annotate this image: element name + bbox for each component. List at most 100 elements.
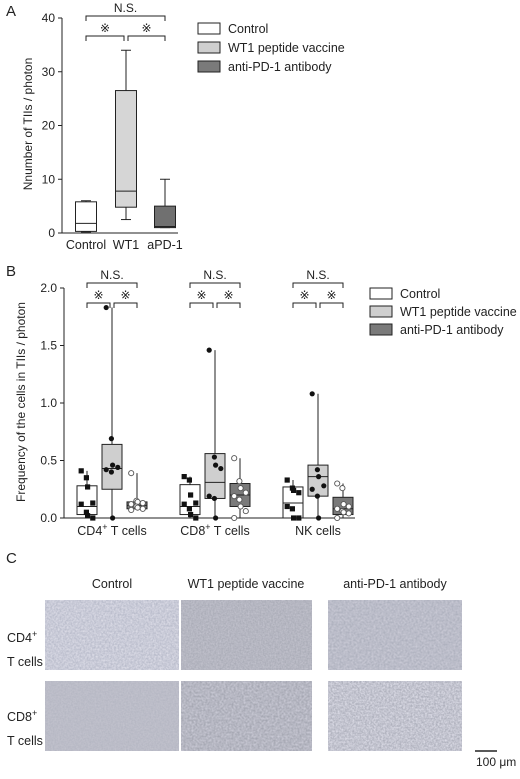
panel-b-g0-b0-point-4 — [78, 501, 84, 507]
panel-b-g2-sig-label-0: ※ — [299, 288, 309, 302]
panel-b-g2-b0-point-7 — [296, 515, 302, 521]
panel-a-sig-bracket-0 — [85, 35, 125, 41]
panel-b-g0-b0-point-5 — [83, 509, 89, 515]
micrograph-cd4-wt1 — [181, 600, 312, 670]
panel-b-g1-b1-point-1 — [211, 454, 217, 460]
panel-b-g0-b1-point-6 — [110, 515, 116, 521]
panel-b-g1-b2-point-6 — [237, 503, 244, 510]
panel-b-g2-b1-point-2 — [316, 474, 322, 480]
panel-b-g2-b2-point-3 — [345, 503, 352, 510]
panel-b-g1-b0-point-7 — [193, 515, 199, 521]
panel-b-g1-b2-point-1 — [236, 478, 243, 485]
panel-b-g1-b0-point-0 — [181, 474, 187, 480]
panel-b-g1-b2-point-0 — [231, 455, 238, 462]
panel-b-g1-b1-point-2 — [213, 462, 219, 468]
micrograph-cd8-apd1 — [328, 681, 462, 751]
panel-a-y-tick-label-0: 0 — [48, 226, 55, 240]
panel-b-g0-b1-point-0 — [103, 304, 109, 311]
legend-b: Control WT1 peptide vaccine anti-PD-1 anti… — [369, 287, 517, 337]
panel-b-g2-b0-point-3 — [296, 490, 302, 496]
panel-b-g0-sig-bracket-2 — [86, 282, 138, 288]
panel-b-g0-b0-point-0 — [78, 468, 84, 474]
legend-b-label-0: Control — [400, 287, 440, 301]
panel-b-g2-b1-point-0 — [309, 391, 315, 397]
panel-b-g1-sig-label-0: ※ — [196, 288, 206, 302]
panel-c-images: Control WT1 peptide vaccine anti-PD-1 an… — [7, 577, 516, 769]
legend-b-swatch-2 — [369, 323, 393, 336]
micrograph-cd8-wt1 — [181, 681, 312, 751]
panel-b-g1-b2-point-3 — [242, 489, 249, 496]
legend-a-swatch-0 — [197, 22, 221, 35]
micrograph-cd8-control — [45, 681, 179, 751]
panel-b-g2-b1-point-4 — [309, 486, 315, 492]
panel-b-g2-b2-point-2 — [340, 501, 347, 508]
panel-b-g0-b0-point-2 — [85, 484, 91, 490]
panel-b-g2-b1-point-3 — [321, 483, 327, 489]
panel-b-g2-b1-point-1 — [314, 467, 320, 473]
panel-b-g1-b0-point-2 — [188, 492, 194, 498]
panel-b-g1-b0-point-5 — [186, 506, 192, 512]
panel-b-y-tick-label-2: 1.0 — [40, 396, 57, 410]
panel-a-box-1 — [115, 90, 137, 208]
panel-b-chart: Frequency of the cells in TIIs / photon … — [14, 268, 355, 538]
panel-b-group-label-2: NK cells — [295, 524, 341, 538]
panel-b-g0-b0-point-7 — [90, 515, 96, 521]
panel-b-y-tick-label-0: 0.0 — [40, 511, 57, 525]
panel-b-g1-b2-point-5 — [236, 496, 243, 503]
panel-b-g0-b1-point-5 — [108, 469, 114, 475]
panel-b-g0-b2-point-7 — [139, 505, 146, 512]
panel-a-y-axis-title: Nnumber of TIIs / photon — [21, 58, 35, 191]
panel-b-g1-b0-point-3 — [193, 500, 199, 506]
legend-a-swatch-2 — [197, 60, 221, 73]
panel-b-g0-sig-bracket-1 — [113, 302, 138, 308]
panel-b-g2-b0-point-4 — [284, 503, 290, 510]
panel-b-g2-b1-point-6 — [316, 515, 322, 521]
panel-a-sig-bracket-2 — [85, 15, 166, 21]
legend-b-label-1: WT1 peptide vaccine — [400, 305, 517, 319]
panel-b-y-tick-label-1: 0.5 — [40, 454, 57, 468]
legend-a-label-2: anti-PD-1 antibody — [228, 60, 332, 74]
panel-a-category-label-1: WT1 — [113, 238, 139, 252]
panel-b-g0-b0-point-1 — [83, 475, 89, 481]
panel-a-category-label-0: Control — [66, 238, 106, 252]
panel-b-g1-b0-point-4 — [181, 501, 187, 507]
panel-b-g1-sig-bracket-1 — [216, 302, 241, 308]
panel-b-g1-sig-bracket-0 — [189, 302, 214, 308]
micrograph-cd4-control — [45, 600, 179, 670]
panel-b-g1-b2-point-2 — [237, 485, 244, 492]
panel-b-g2-b0-point-0 — [284, 477, 290, 483]
panel-a-sig-label-1: ※ — [141, 21, 151, 35]
panel-b-g0-sig-label-2: N.S. — [100, 268, 123, 282]
panel-b-group-label-1: CD8+ T cells — [180, 522, 249, 538]
panel-b-g1-b1-box — [204, 453, 226, 499]
panel-b-g2-b2-point-6 — [340, 509, 347, 516]
legend-a-label-0: Control — [228, 22, 268, 36]
panel-b-g2-b2-point-7 — [345, 510, 352, 517]
panel-letter-c: C — [6, 550, 17, 567]
legend-b-swatch-0 — [369, 287, 393, 300]
panel-b-g1-sig-label-2: N.S. — [203, 268, 226, 282]
panel-b-g0-b1-point-4 — [103, 467, 109, 473]
panel-b-g0-b2-point-4 — [128, 501, 135, 508]
panel-b-g1-sig-label-1: ※ — [223, 288, 233, 302]
panel-b-g1-b2-point-8 — [231, 514, 238, 522]
panel-b-g1-b1-point-6 — [213, 515, 219, 521]
panel-b-g2-b0-point-2 — [291, 487, 297, 493]
panel-b-y-tick-label-4: 2.0 — [40, 281, 57, 295]
panel-b-g0-b0-point-3 — [90, 500, 96, 506]
panel-b-g0-sig-label-1: ※ — [120, 288, 130, 302]
panel-b-g1-b2-point-7 — [242, 508, 249, 515]
panel-letter-b: B — [6, 263, 16, 280]
panel-b-g1-b1-point-3 — [218, 465, 224, 472]
panel-a-sig-label-2: N.S. — [114, 1, 137, 15]
micrograph-cd4-apd1 — [328, 600, 462, 670]
panel-a-y-tick-label-1: 10 — [42, 172, 56, 186]
legend-a-swatch-1 — [197, 41, 221, 54]
panel-b-g2-b2-point-1 — [339, 485, 346, 492]
image-row-label-cd4-tcells: T cells — [7, 655, 43, 669]
panel-b-g2-b2-point-0 — [334, 480, 341, 487]
panel-b-g2-sig-bracket-2 — [292, 282, 344, 288]
scale-bar-label: 100 μm — [476, 755, 516, 769]
panel-b-g1-b1-point-5 — [211, 495, 217, 502]
panel-b-g2-b1-point-5 — [314, 493, 320, 499]
